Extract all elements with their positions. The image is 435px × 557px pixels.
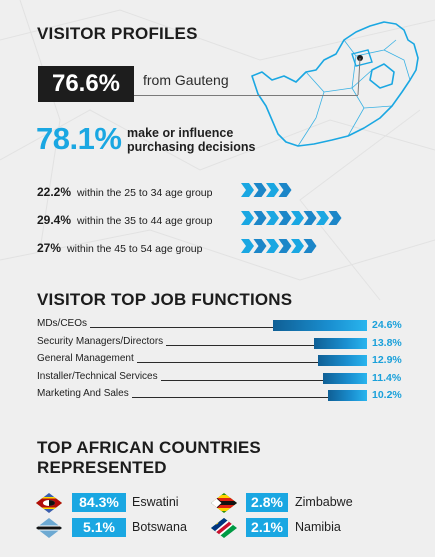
job-label: MDs/CEOs	[37, 318, 90, 330]
namibia-flag-icon	[211, 518, 237, 538]
country-name-eswatini: Eswatini	[132, 495, 179, 509]
country-name-namibia: Namibia	[295, 520, 341, 534]
gauteng-connector-line	[134, 95, 358, 96]
eswatini-flag-icon	[36, 493, 62, 513]
country-percentage-zimbabwe: 2.8%	[246, 493, 288, 512]
job-label: Security Managers/Directors	[37, 336, 167, 348]
visitor-profiles-heading: VISITOR PROFILES	[37, 24, 198, 43]
chevron-icon	[291, 239, 304, 253]
country-percentage-botswana: 5.1%	[72, 518, 126, 537]
south-africa-map-icon	[251, 21, 419, 147]
zimbabwe-flag-icon	[211, 493, 237, 513]
purchasing-label-line1: make or influence	[127, 126, 234, 140]
purchasing-label-line2: purchasing decisions	[127, 140, 256, 154]
job-bar	[323, 373, 367, 384]
job-row: MDs/CEOs 24.6%	[37, 318, 407, 332]
job-leader-line	[37, 362, 318, 363]
gauteng-percentage: 76.6%	[38, 66, 134, 102]
chevron-icon	[278, 183, 292, 197]
countries-heading-line1: TOP AFRICAN COUNTRIES	[37, 438, 261, 457]
job-row: Security Managers/Directors 13.8%	[37, 336, 407, 350]
chevron-icon	[278, 211, 292, 225]
job-leader-line	[37, 345, 315, 346]
country-name-zimbabwe: Zimbabwe	[295, 495, 353, 509]
job-row: Marketing And Sales 10.2%	[37, 388, 407, 402]
age-percentage: 22.2%	[37, 185, 72, 199]
age-row-45-54: 27% within the 45 to 54 age group	[37, 239, 202, 255]
job-bar	[314, 338, 367, 349]
job-label: General Management	[37, 353, 137, 365]
job-percentage: 11.4%	[372, 372, 402, 384]
job-row: Installer/Technical Services 11.4%	[37, 371, 407, 385]
gauteng-label: from Gauteng	[143, 72, 229, 88]
chevron-icon	[266, 211, 279, 225]
age-row-25-34: 22.2% within the 25 to 34 age group	[37, 183, 212, 199]
job-row: General Management 12.9%	[37, 353, 407, 367]
purchasing-percentage: 78.1%	[36, 121, 122, 156]
job-leader-line	[37, 327, 273, 328]
job-bar	[273, 320, 367, 331]
age-chevrons-35-44	[241, 211, 342, 225]
job-bar	[328, 390, 367, 401]
chevron-icon	[291, 211, 304, 225]
country-percentage-namibia: 2.1%	[246, 518, 288, 537]
job-percentage: 13.8%	[372, 337, 402, 349]
countries-heading-line2: REPRESENTED	[37, 458, 167, 477]
chevron-icon	[241, 211, 254, 225]
age-label: within the 45 to 54 age group	[67, 243, 203, 255]
purchasing-label: make or influence purchasing decisions	[127, 126, 256, 154]
job-label: Marketing And Sales	[37, 388, 132, 400]
chevron-icon	[266, 239, 279, 253]
chevron-icon	[316, 211, 329, 225]
age-row-35-44: 29.4% within the 35 to 44 age group	[37, 211, 212, 227]
chevron-icon	[253, 183, 267, 197]
chevron-icon	[253, 239, 267, 253]
job-leader-line	[37, 397, 329, 398]
chevron-icon	[328, 211, 342, 225]
country-percentage-eswatini: 84.3%	[72, 493, 126, 512]
job-leader-line	[37, 380, 324, 381]
chevron-icon	[303, 239, 317, 253]
botswana-flag-icon	[36, 518, 62, 538]
job-bar	[317, 355, 367, 366]
age-percentage: 27%	[37, 241, 62, 255]
chevron-icon	[266, 183, 279, 197]
job-percentage: 24.6%	[372, 319, 402, 331]
age-label: within the 35 to 44 age group	[77, 215, 213, 227]
chevron-icon	[241, 183, 254, 197]
age-chevrons-45-54	[241, 239, 317, 253]
chevron-icon	[278, 239, 292, 253]
countries-heading: TOP AFRICAN COUNTRIES REPRESENTED	[37, 438, 261, 478]
age-percentage: 29.4%	[37, 213, 72, 227]
job-functions-heading: VISITOR TOP JOB FUNCTIONS	[37, 290, 293, 309]
age-chevrons-25-34	[241, 183, 292, 197]
chevron-icon	[303, 211, 317, 225]
job-percentage: 12.9%	[372, 354, 402, 366]
age-label: within the 25 to 34 age group	[77, 187, 213, 199]
job-label: Installer/Technical Services	[37, 371, 161, 383]
country-name-botswana: Botswana	[132, 520, 187, 534]
chevron-icon	[241, 239, 254, 253]
chevron-icon	[253, 211, 267, 225]
job-percentage: 10.2%	[372, 389, 402, 401]
